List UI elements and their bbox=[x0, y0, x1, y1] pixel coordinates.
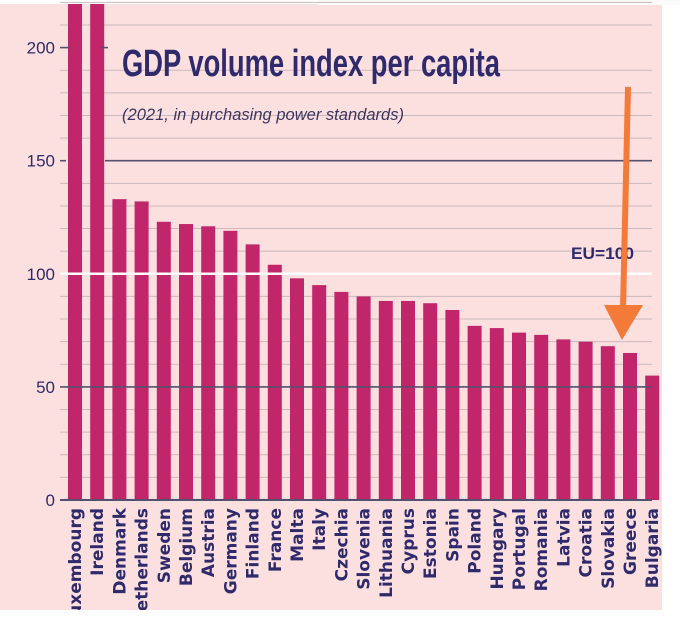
y-tick-label: 100 bbox=[27, 265, 55, 284]
category-label: Hungary bbox=[488, 508, 508, 590]
bar-greece bbox=[623, 352, 637, 500]
bar-cyprus bbox=[401, 300, 415, 500]
y-tick-label: 50 bbox=[36, 378, 55, 397]
y-tick-label: 200 bbox=[27, 39, 55, 58]
bottom-white-strip bbox=[0, 610, 680, 628]
category-label: Austria bbox=[199, 508, 219, 577]
category-labels: Luxembourg Ireland Denmark Netherlands Swede… bbox=[0, 507, 680, 628]
chart-subtitle: (2021, in purchasing power standards) bbox=[122, 105, 404, 124]
category-label: Germany bbox=[221, 508, 241, 594]
bar-portugal bbox=[512, 332, 526, 500]
category-label: Denmark bbox=[110, 507, 130, 594]
bar-netherlands bbox=[134, 201, 149, 500]
bar-belgium bbox=[179, 224, 193, 500]
y-tick-label: 150 bbox=[27, 152, 55, 171]
bar-hungary bbox=[489, 328, 504, 500]
category-label: Malta bbox=[288, 508, 308, 562]
bar-estonia bbox=[423, 303, 438, 500]
category-label: Romania bbox=[532, 508, 552, 591]
category-label: Slovakia bbox=[599, 508, 619, 589]
category-label: Latvia bbox=[554, 508, 574, 567]
category-label: Poland bbox=[466, 508, 486, 574]
category-label: Finland bbox=[244, 508, 264, 579]
arrow-icon bbox=[604, 86, 643, 340]
category-label: Netherlands bbox=[133, 508, 153, 626]
bar-germany bbox=[223, 230, 238, 500]
category-label: Spain bbox=[443, 508, 463, 562]
bar-poland bbox=[467, 325, 482, 500]
category-label: Lithuania bbox=[377, 508, 397, 598]
bar-croatia bbox=[578, 341, 593, 500]
category-label: Greece bbox=[621, 508, 641, 575]
bar-romania bbox=[534, 334, 549, 500]
bar-luxembourg bbox=[68, 4, 82, 500]
bar-czechia bbox=[334, 291, 349, 500]
category-label: France bbox=[266, 508, 286, 572]
category-label: Portugal bbox=[510, 508, 530, 590]
category-label: Luxembourg bbox=[66, 508, 86, 628]
eu-reference-label: EU=100 bbox=[571, 244, 634, 263]
y-tick-label: 0 bbox=[46, 491, 55, 510]
bar-denmark bbox=[112, 199, 127, 501]
chart-title: GDP volume index per capita bbox=[122, 43, 501, 85]
bar-sweden bbox=[156, 221, 171, 501]
category-label: Slovenia bbox=[355, 508, 375, 590]
category-label: Croatia bbox=[577, 508, 597, 577]
bars bbox=[68, 4, 660, 501]
category-label: Bulgaria bbox=[643, 508, 663, 588]
category-label: Belgium bbox=[177, 508, 197, 586]
category-label: Czechia bbox=[332, 508, 352, 581]
bar-slovakia bbox=[600, 346, 615, 500]
category-label: Estonia bbox=[421, 508, 441, 579]
category-label: Cyprus bbox=[399, 508, 419, 574]
chart-background bbox=[0, 4, 662, 610]
axes: 0 50 100 150 200 bbox=[27, 39, 652, 510]
bar-malta bbox=[290, 278, 304, 500]
bar-italy bbox=[312, 285, 327, 500]
category-label: Ireland bbox=[88, 508, 108, 576]
bar-latvia bbox=[556, 339, 571, 500]
category-label: Sweden bbox=[155, 508, 175, 583]
bar-spain bbox=[445, 309, 460, 500]
bar-austria bbox=[201, 226, 216, 500]
bar-bulgaria bbox=[645, 375, 660, 500]
bar-finland bbox=[245, 244, 260, 500]
bar-lithuania bbox=[378, 300, 393, 500]
category-label: Italy bbox=[310, 508, 330, 551]
bar-ireland bbox=[90, 4, 105, 500]
bar-slovenia bbox=[356, 296, 371, 500]
bar-france bbox=[267, 264, 282, 500]
